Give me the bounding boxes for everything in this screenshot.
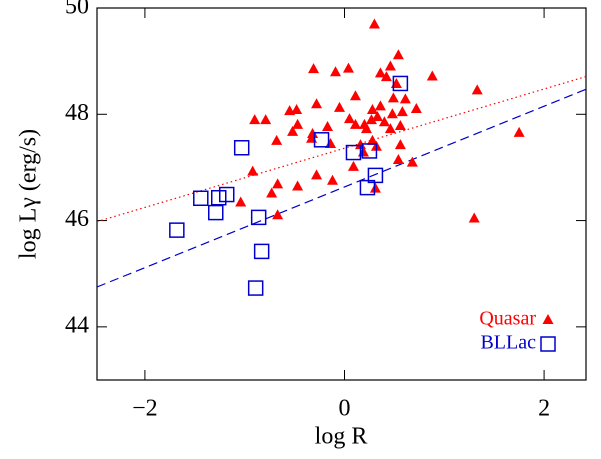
triangle-marker — [392, 49, 404, 60]
triangle-marker — [468, 212, 480, 223]
square-marker — [233, 140, 250, 156]
triangle-marker — [371, 110, 383, 121]
square-marker — [250, 209, 267, 226]
triangle-marker — [322, 121, 334, 132]
triangle-marker — [272, 178, 284, 189]
triangle-marker — [327, 174, 339, 185]
y-tick-label: 50 — [65, 0, 89, 20]
fit-line — [97, 88, 586, 288]
square-marker — [208, 204, 224, 221]
triangle-marker — [365, 114, 377, 125]
triangle-marker — [542, 314, 554, 324]
triangle-marker — [513, 126, 525, 137]
triangle-marker — [272, 209, 284, 220]
square-marker — [345, 144, 362, 161]
x-tick-label: 0 — [338, 396, 350, 422]
plot-frame — [96, 7, 587, 381]
triangle-marker — [374, 100, 386, 111]
triangle-marker — [392, 153, 404, 164]
triangle-marker — [271, 134, 283, 145]
legend-label: Quasar — [479, 308, 536, 330]
triangle-marker — [366, 134, 378, 145]
triangle-marker — [354, 139, 366, 150]
triangle-marker — [266, 187, 278, 198]
square-marker — [313, 132, 330, 148]
square-marker — [361, 143, 378, 159]
triangle-marker — [426, 70, 438, 81]
x-axis-label: log R — [315, 424, 368, 450]
y-axis-label: log Lγ (erg/s) — [16, 129, 42, 259]
triangle-marker — [368, 18, 380, 29]
triangle-marker — [387, 92, 399, 103]
x-tick-label: 2 — [538, 396, 550, 422]
square-marker — [253, 243, 270, 260]
triangle-marker — [347, 160, 359, 171]
x-tick-label: −2 — [132, 396, 158, 422]
triangle-marker — [311, 169, 323, 180]
square-marker — [211, 189, 227, 206]
y-tick-label: 48 — [65, 100, 89, 126]
triangle-marker — [325, 138, 337, 149]
triangle-marker — [380, 71, 392, 82]
square-marker — [193, 190, 209, 207]
triangle-marker — [334, 101, 346, 112]
triangle-marker — [311, 98, 323, 109]
triangle-marker — [349, 118, 361, 129]
triangle-marker — [307, 127, 319, 138]
square-marker — [247, 280, 264, 296]
triangle-marker — [374, 67, 386, 78]
triangle-marker — [343, 113, 355, 124]
square-marker — [367, 167, 384, 184]
square-marker — [218, 186, 235, 203]
triangle-marker — [284, 105, 296, 116]
triangle-marker — [366, 104, 378, 115]
square-marker — [392, 75, 409, 92]
triangle-marker — [394, 139, 406, 150]
triangle-marker — [292, 180, 304, 191]
y-tick-label: 46 — [65, 206, 89, 232]
triangle-marker — [386, 108, 398, 119]
triangle-marker — [399, 93, 411, 104]
fit-line — [97, 75, 586, 223]
triangle-marker — [358, 118, 370, 129]
triangle-marker — [410, 102, 422, 113]
triangle-marker — [235, 196, 247, 207]
triangle-marker — [390, 77, 402, 88]
triangle-marker — [287, 125, 299, 136]
triangle-marker — [471, 84, 483, 95]
triangle-marker — [384, 123, 396, 134]
triangle-marker — [260, 114, 272, 125]
square-marker — [359, 179, 376, 196]
triangle-marker — [378, 116, 390, 127]
y-tick-label: 44 — [65, 312, 89, 338]
triangle-marker — [384, 60, 396, 71]
triangle-marker — [369, 182, 381, 193]
triangle-marker — [330, 66, 342, 77]
triangle-marker — [342, 62, 354, 73]
triangle-marker — [292, 118, 304, 129]
triangle-marker — [394, 119, 406, 130]
square-marker — [540, 336, 556, 352]
square-marker — [169, 222, 185, 238]
triangle-marker — [396, 106, 408, 117]
triangle-marker — [349, 90, 361, 101]
triangle-marker — [291, 104, 303, 115]
triangle-marker — [247, 165, 259, 176]
triangle-marker — [308, 63, 320, 74]
legend-label: BLLac — [480, 332, 536, 354]
triangle-marker — [406, 156, 418, 167]
triangle-marker — [249, 114, 261, 125]
